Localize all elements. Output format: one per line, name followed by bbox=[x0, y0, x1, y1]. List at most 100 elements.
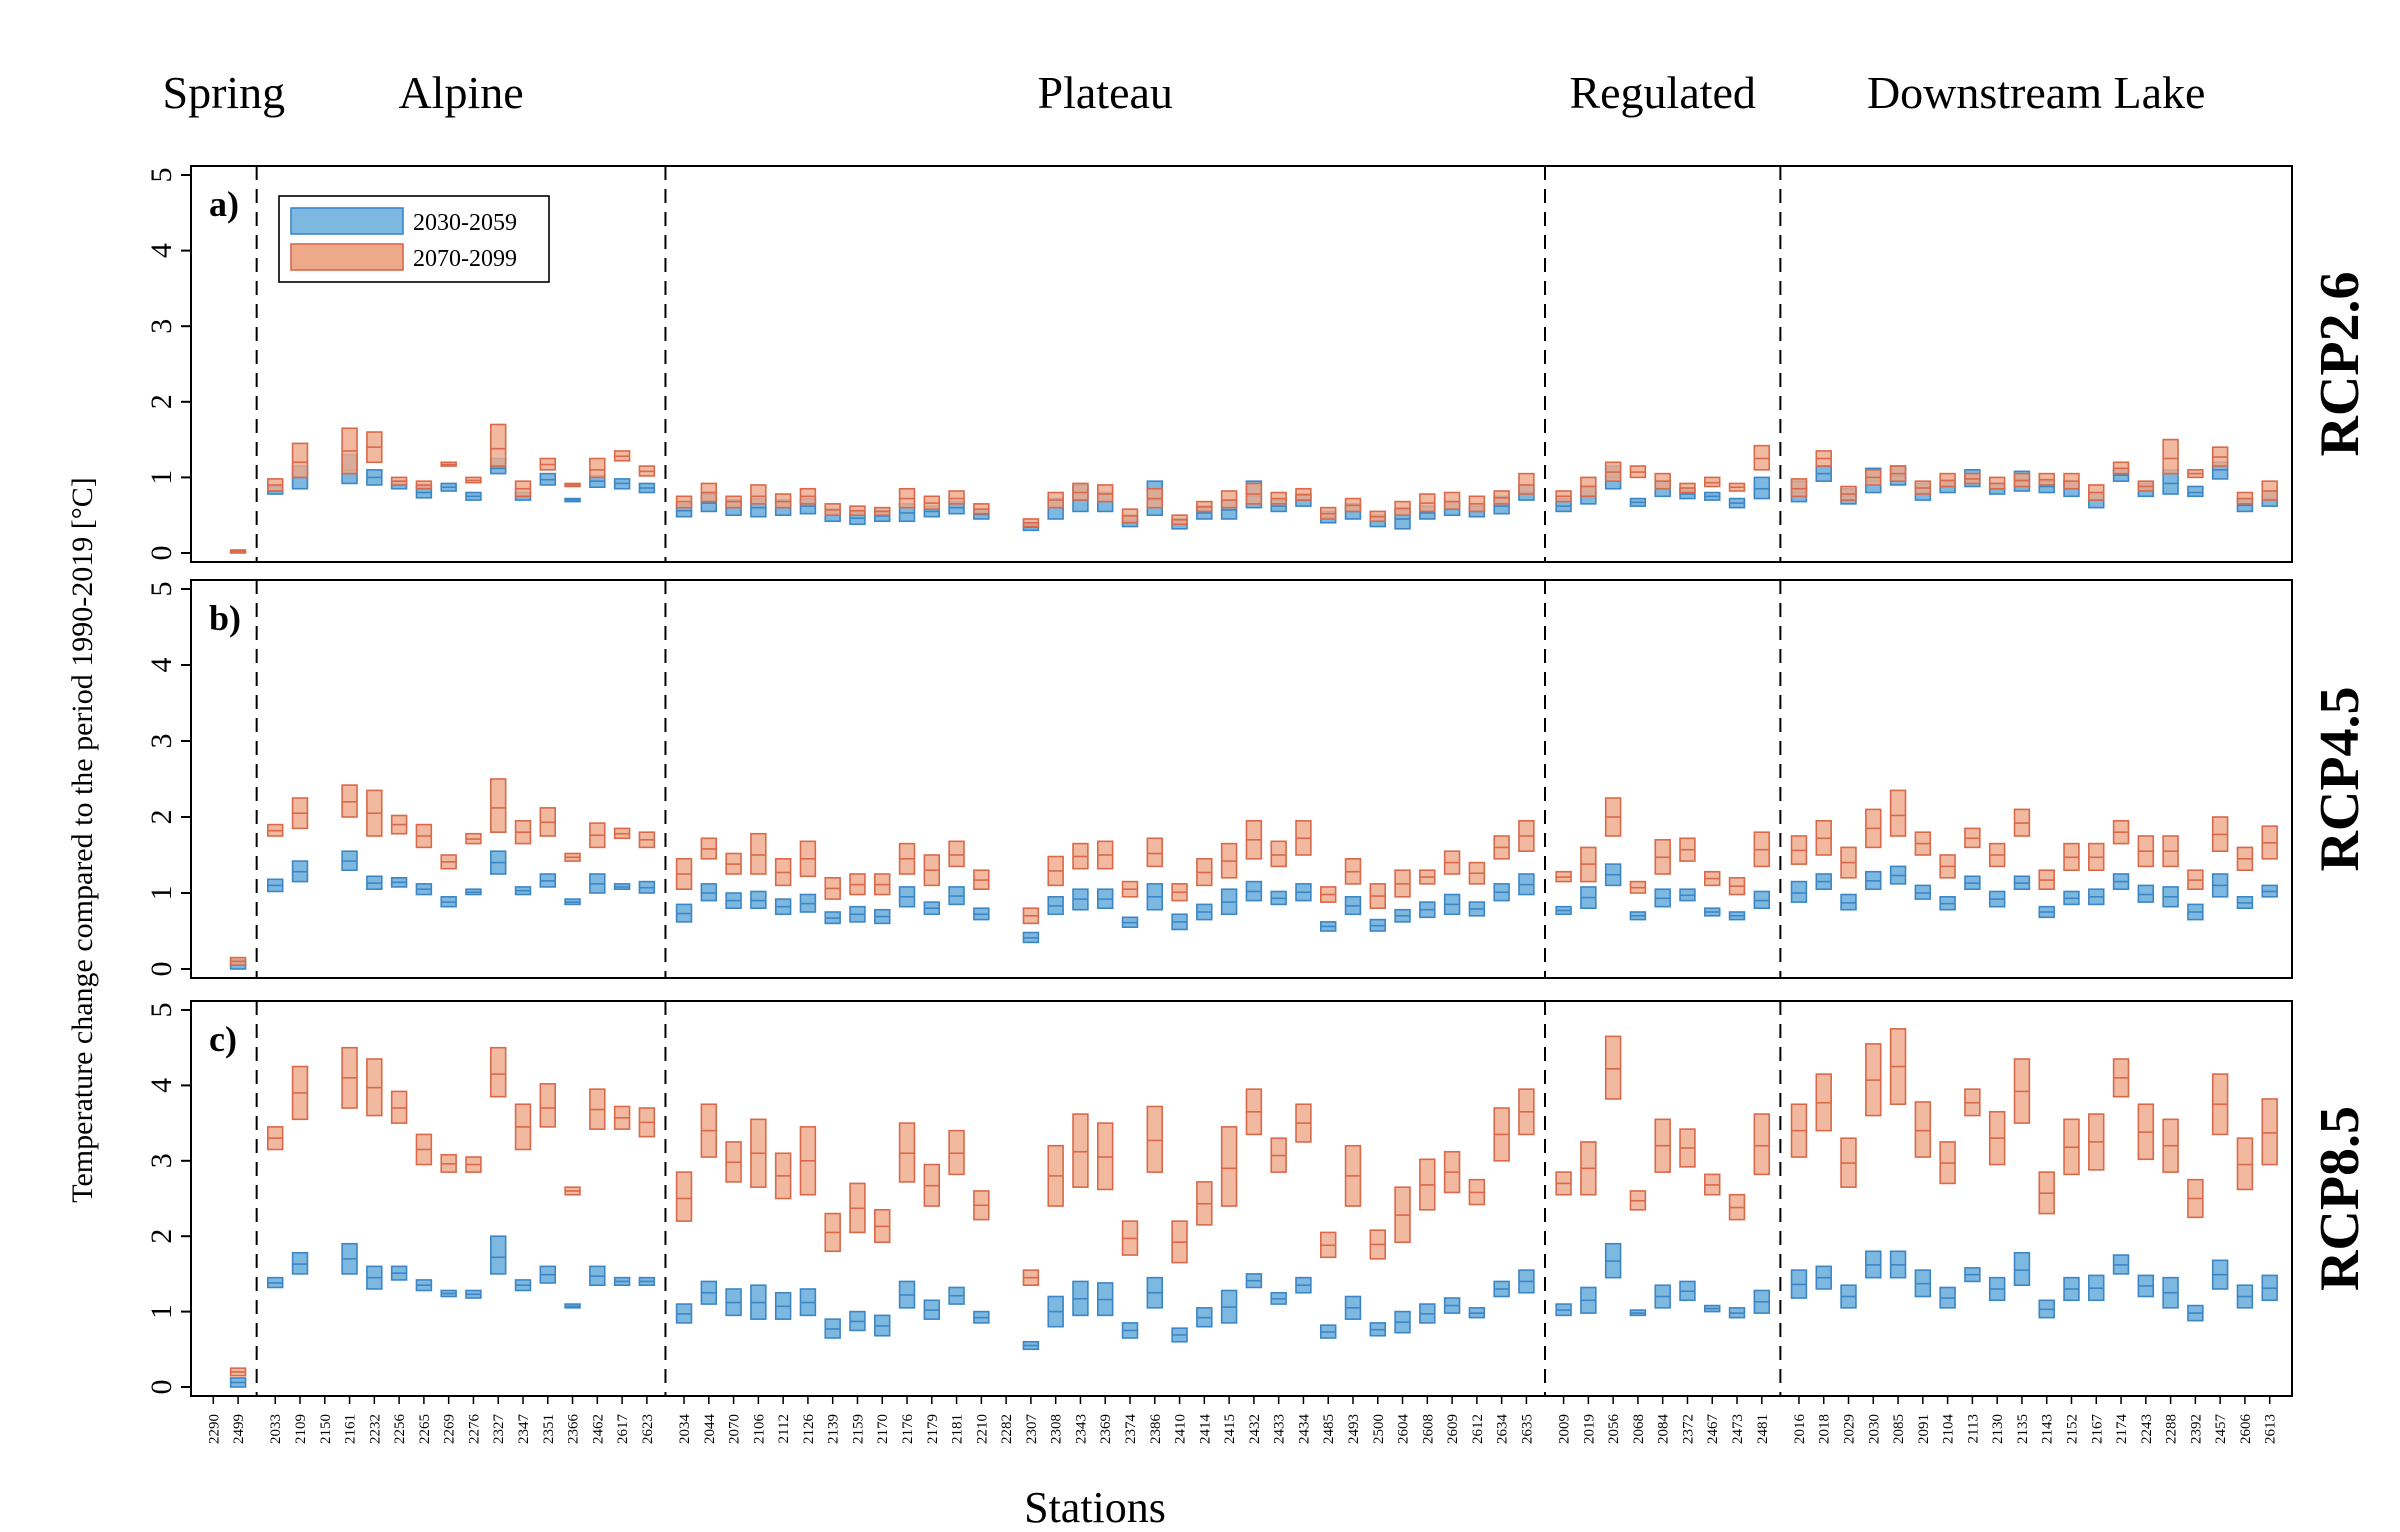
range-box-2030-2059 bbox=[2187, 485, 2204, 498]
station-label: 2290 bbox=[206, 1414, 222, 1444]
scenario-label: RCP4.5 bbox=[2309, 686, 2371, 871]
station-label: 2009 bbox=[1557, 1414, 1573, 1444]
panels: 0 1 2 3 4 5 a) RCP2.6 2030-2059 2070-2099 0 1 2 3 4 5 b)… bbox=[145, 165, 2371, 1397]
group-label-alpine: Alpine bbox=[398, 67, 523, 118]
station-label: 2612 bbox=[1470, 1414, 1486, 1444]
station-label: 2462 bbox=[590, 1414, 606, 1444]
panel-frame bbox=[190, 1000, 2293, 1397]
station-label: 2126 bbox=[801, 1414, 817, 1445]
y-tick-label: 3 bbox=[145, 734, 178, 749]
y-tick-label: 5 bbox=[145, 1003, 178, 1018]
station-label: 2018 bbox=[1817, 1414, 1833, 1444]
range-box-2070-2099 bbox=[1146, 837, 1164, 868]
range-box-2070-2099 bbox=[489, 778, 507, 834]
station-label: 2609 bbox=[1445, 1414, 1461, 1444]
range-box-2070-2099 bbox=[539, 1083, 557, 1128]
station-label: 2135 bbox=[2015, 1414, 2031, 1444]
y-tick-label: 0 bbox=[145, 1380, 178, 1395]
range-box-2070-2099 bbox=[1790, 478, 1808, 498]
station-label: 2243 bbox=[2139, 1414, 2155, 1444]
station-label: 2044 bbox=[702, 1414, 718, 1445]
legend-swatch-2070-2099 bbox=[290, 243, 404, 271]
range-box-2070-2099 bbox=[750, 484, 767, 505]
range-box-2070-2099 bbox=[1072, 1113, 1089, 1188]
station-label: 2307 bbox=[1024, 1414, 1040, 1445]
station-label: 2034 bbox=[677, 1414, 693, 1445]
station-label: 2130 bbox=[1990, 1414, 2006, 1444]
station-label: 2282 bbox=[999, 1414, 1015, 1444]
station-label: 2181 bbox=[950, 1414, 966, 1444]
panel-label: b) bbox=[209, 598, 241, 638]
panel-frame bbox=[190, 579, 2293, 979]
station-label: 2106 bbox=[751, 1414, 767, 1445]
station-label: 2256 bbox=[392, 1414, 408, 1445]
legend-swatch-2030-2059 bbox=[290, 207, 404, 235]
station-label: 2143 bbox=[2040, 1414, 2056, 1444]
y-tick-label: 3 bbox=[145, 319, 178, 334]
range-box-2070-2099 bbox=[489, 423, 507, 467]
station-label: 2623 bbox=[640, 1414, 656, 1444]
range-box-2070-2099 bbox=[1146, 1105, 1164, 1173]
station-label: 2056 bbox=[1606, 1414, 1622, 1445]
station-label: 2374 bbox=[1123, 1414, 1139, 1445]
range-box-2070-2099 bbox=[750, 832, 767, 875]
station-label: 2347 bbox=[516, 1414, 532, 1445]
scenario-label: RCP2.6 bbox=[2309, 271, 2371, 456]
station-label: 2467 bbox=[1705, 1414, 1721, 1445]
station-label: 2210 bbox=[974, 1414, 990, 1444]
station-label: 2343 bbox=[1073, 1414, 1089, 1444]
station-label: 2606 bbox=[2238, 1414, 2254, 1445]
panel-label: a) bbox=[209, 184, 239, 224]
station-label: 2109 bbox=[293, 1414, 309, 1444]
station-label: 2265 bbox=[417, 1414, 433, 1444]
station-label: 2327 bbox=[491, 1414, 507, 1445]
group-labels: Spring Alpine Plateau Regulated Downstream L… bbox=[162, 67, 2205, 118]
station-label: 2432 bbox=[1247, 1414, 1263, 1444]
range-box-2070-2099 bbox=[1753, 1113, 1771, 1176]
y-tick-label: 5 bbox=[145, 168, 178, 183]
station-label: 2179 bbox=[925, 1414, 941, 1444]
panel-rcp85: 0 1 2 3 4 5 c) RCP8.5 bbox=[145, 1000, 2371, 1397]
station-label: 2386 bbox=[1148, 1414, 1164, 1445]
station-label: 2150 bbox=[318, 1414, 334, 1444]
station-label: 2433 bbox=[1272, 1414, 1288, 1444]
station-label: 2167 bbox=[2089, 1414, 2105, 1445]
group-label-downstream-lake: Downstream Lake bbox=[1867, 67, 2206, 118]
y-tick-label: 1 bbox=[145, 1304, 178, 1319]
range-box-2070-2099 bbox=[675, 1171, 693, 1222]
y-tick-label: 1 bbox=[145, 470, 178, 485]
station-label: 2232 bbox=[367, 1414, 383, 1444]
station-label: 2070 bbox=[727, 1414, 743, 1444]
legend-label-2030-2059: 2030-2059 bbox=[413, 210, 517, 236]
panel-frame bbox=[190, 165, 2293, 563]
station-label: 2473 bbox=[1730, 1414, 1746, 1444]
y-tick-label: 3 bbox=[145, 1153, 178, 1168]
y-tick-label: 2 bbox=[145, 810, 178, 825]
group-label-spring: Spring bbox=[162, 67, 285, 118]
station-label: 2608 bbox=[1420, 1414, 1436, 1444]
station-label: 2139 bbox=[826, 1414, 842, 1444]
station-label: 2016 bbox=[1792, 1414, 1808, 1445]
station-label: 2019 bbox=[1581, 1414, 1597, 1444]
x-axis-title: Stations bbox=[1024, 1483, 1166, 1532]
y-tick-label: 5 bbox=[145, 582, 178, 597]
station-label: 2113 bbox=[1965, 1414, 1981, 1443]
station-label: 2276 bbox=[466, 1414, 482, 1445]
station-label: 2604 bbox=[1396, 1414, 1412, 1445]
station-label: 2068 bbox=[1631, 1414, 1647, 1444]
station-labels: 2290 2499 2033 2109 2150 2161 2232 2256 2265 2269… bbox=[206, 1396, 2279, 1445]
station-label: 2159 bbox=[850, 1414, 866, 1444]
group-label-regulated: Regulated bbox=[1569, 67, 1756, 118]
station-label: 2415 bbox=[1222, 1414, 1238, 1444]
station-label: 2499 bbox=[231, 1414, 247, 1444]
panel-label: c) bbox=[209, 1019, 237, 1059]
station-label: 2269 bbox=[442, 1414, 458, 1444]
station-label: 2635 bbox=[1519, 1414, 1535, 1444]
range-box-2070-2099 bbox=[2162, 438, 2179, 475]
y-tick-label: 1 bbox=[145, 886, 178, 901]
range-box-2070-2099 bbox=[1914, 1101, 1932, 1158]
y-tick-label: 0 bbox=[145, 546, 178, 561]
y-tick-label: 2 bbox=[145, 1229, 178, 1244]
group-label-plateau: Plateau bbox=[1038, 67, 1173, 118]
